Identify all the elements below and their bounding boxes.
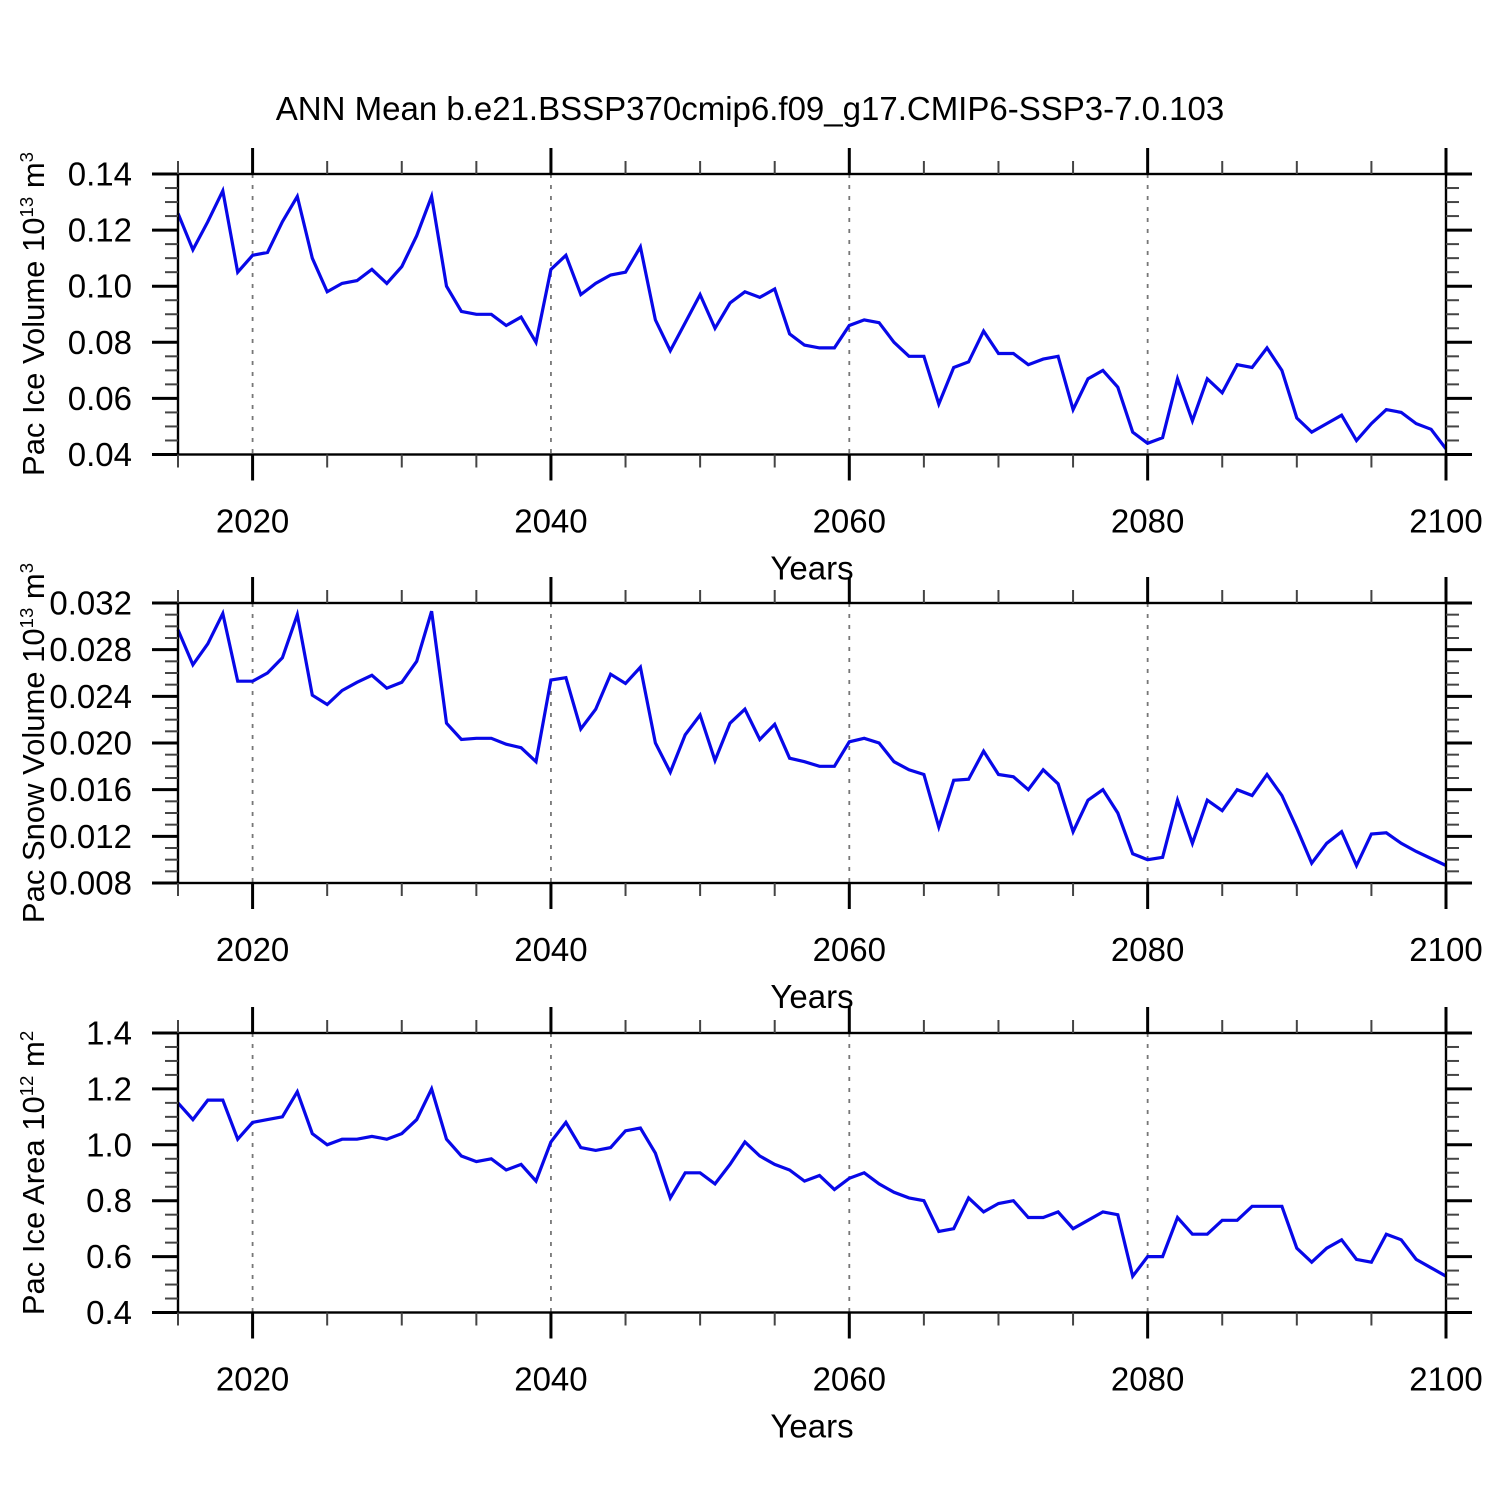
panel2-xtick-label-2040: 2040: [514, 931, 587, 968]
panel3-ytick-label-0.6: 0.6: [86, 1238, 132, 1275]
panel2-ytick-label-0.028: 0.028: [49, 631, 132, 668]
panel2-xtick-label-2080: 2080: [1111, 931, 1184, 968]
panel3-xtick-label-2040: 2040: [514, 1361, 587, 1398]
panel3-ytick-label-1.0: 1.0: [86, 1126, 132, 1163]
panel1-frame: [176, 172, 1448, 456]
panel1-xaxis-title: Years: [770, 550, 853, 587]
panel1-ytick-label-0.14: 0.14: [68, 156, 132, 193]
panel3-xaxis-title: Years: [770, 1408, 853, 1445]
panel3-ytick-label-0.8: 0.8: [86, 1182, 132, 1219]
chart-title: ANN Mean b.e21.BSSP370cmip6.f09_g17.CMIP…: [275, 90, 1225, 127]
panel1-xtick-label-2040: 2040: [514, 503, 587, 540]
panel2-ytick-label-0.008: 0.008: [49, 865, 132, 902]
panel2-ytick-label-0.012: 0.012: [49, 818, 132, 855]
panel2-xtick-label-2100: 2100: [1409, 931, 1482, 968]
panel2-ytick-label-0.020: 0.020: [49, 725, 132, 762]
panel1-ytick-label-0.08: 0.08: [68, 324, 132, 361]
panel1-xtick-label-2100: 2100: [1409, 503, 1482, 540]
panel1-ytick-label-0.10: 0.10: [68, 268, 132, 305]
panel3-xtick-label-2060: 2060: [813, 1361, 886, 1398]
panel3-ytick-label-1.2: 1.2: [86, 1070, 132, 1107]
panel3-data-line: [176, 1084, 1447, 1280]
panel1-ytick-label-0.06: 0.06: [68, 380, 132, 417]
panel1-ytick-label-0.04: 0.04: [68, 436, 132, 473]
panel3-xtick-label-2100: 2100: [1409, 1361, 1482, 1398]
panel1-xtick-label-2080: 2080: [1111, 503, 1184, 540]
panel3-xtick-label-2020: 2020: [216, 1361, 289, 1398]
panel1-data-line: [176, 185, 1448, 450]
panel1-xtick-label-2020: 2020: [216, 503, 289, 540]
panel2-ytick-label-0.024: 0.024: [49, 678, 132, 715]
panel1-xtick-label-2060: 2060: [813, 503, 886, 540]
panel3-ytick-label-0.4: 0.4: [86, 1294, 132, 1331]
panel3-ytick-label-1.4: 1.4: [86, 1015, 132, 1052]
panel3-xtick-label-2080: 2080: [1111, 1361, 1184, 1398]
panel2-ytick-label-0.032: 0.032: [49, 585, 132, 622]
panel2-xtick-label-2020: 2020: [216, 931, 289, 968]
panel2-xaxis-title: Years: [770, 978, 853, 1015]
panel1-ytick-label-0.12: 0.12: [68, 212, 132, 249]
panel3-frame: [176, 1031, 1448, 1314]
panel2-data-line: [176, 608, 1447, 870]
panel2-xtick-label-2060: 2060: [813, 931, 886, 968]
panel2-ytick-label-0.016: 0.016: [49, 771, 132, 808]
panel2-frame: [176, 601, 1448, 885]
